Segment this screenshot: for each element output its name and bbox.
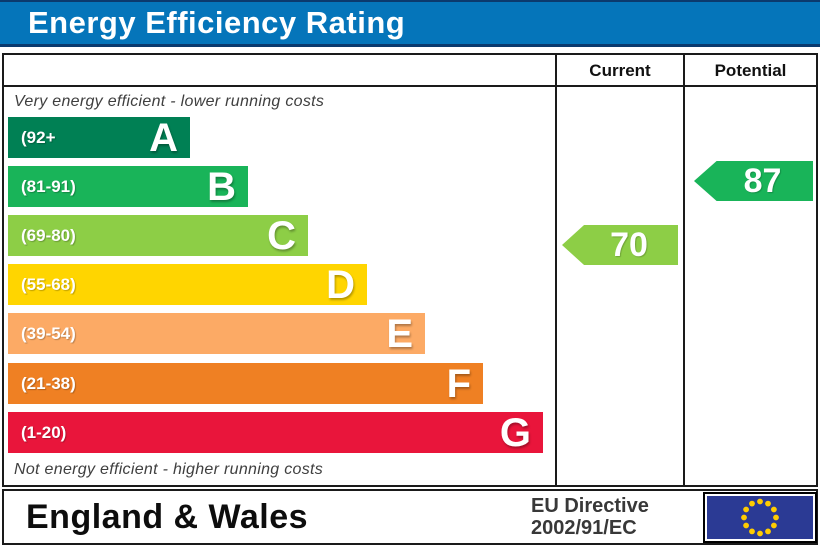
- band-row-a: (92+ A: [8, 116, 190, 160]
- eu-directive-line2: 2002/91/EC: [531, 517, 637, 539]
- band-letter: F: [446, 362, 471, 406]
- band-letter: G: [499, 411, 531, 455]
- band-range-label: (39-54): [21, 324, 76, 343]
- top-scale-note: Very energy efficient - lower running co…: [14, 93, 325, 110]
- band-row-g: (1-20) G: [8, 411, 543, 455]
- band-range-label: (21-38): [21, 374, 76, 393]
- footer-frame: [2, 489, 818, 545]
- current-column-divider: [555, 53, 557, 487]
- band-letter: C: [267, 214, 296, 258]
- potential-column-header: Potential: [714, 61, 787, 80]
- page-title: Energy Efficiency Rating: [28, 5, 406, 40]
- potential-rating-arrow: 87: [694, 161, 813, 201]
- band-row-b: (81-91) B: [8, 165, 248, 209]
- band-range-label: (55-68): [21, 275, 76, 294]
- potential-rating-value: 87: [743, 161, 782, 200]
- eu-flag: [703, 492, 817, 543]
- band-range-label: (69-80): [21, 226, 76, 245]
- eu-directive-line1: EU Directive: [531, 495, 649, 517]
- band-range-label: (1-20): [21, 423, 67, 442]
- band-range-label: (81-91): [21, 177, 76, 196]
- region-label: England & Wales: [26, 497, 309, 536]
- band-letter: D: [326, 263, 355, 307]
- eu-flag-stars-icon: [741, 498, 779, 537]
- band-row-c: (69-80) C: [8, 214, 308, 258]
- band-range-label: (92+: [21, 128, 56, 147]
- band-row-d: (55-68) D: [8, 263, 367, 307]
- current-rating-value: 70: [610, 225, 648, 264]
- current-column-header: Current: [589, 61, 651, 80]
- band-letter: A: [149, 116, 178, 160]
- band-row-e: (39-54) E: [8, 312, 425, 356]
- eu-flag-field: [707, 496, 813, 539]
- header-divider-line: [2, 85, 818, 87]
- bottom-scale-note: Not energy efficient - higher running co…: [14, 461, 324, 478]
- current-rating-arrow: 70: [562, 225, 678, 265]
- band-row-f: (21-38) F: [8, 362, 483, 406]
- band-letter: B: [207, 165, 236, 209]
- potential-column-divider: [683, 53, 685, 487]
- eu-directive-label: EU Directive 2002/91/EC: [531, 495, 649, 539]
- band-letter: E: [386, 312, 413, 356]
- title-bar: Energy Efficiency Rating: [0, 0, 820, 47]
